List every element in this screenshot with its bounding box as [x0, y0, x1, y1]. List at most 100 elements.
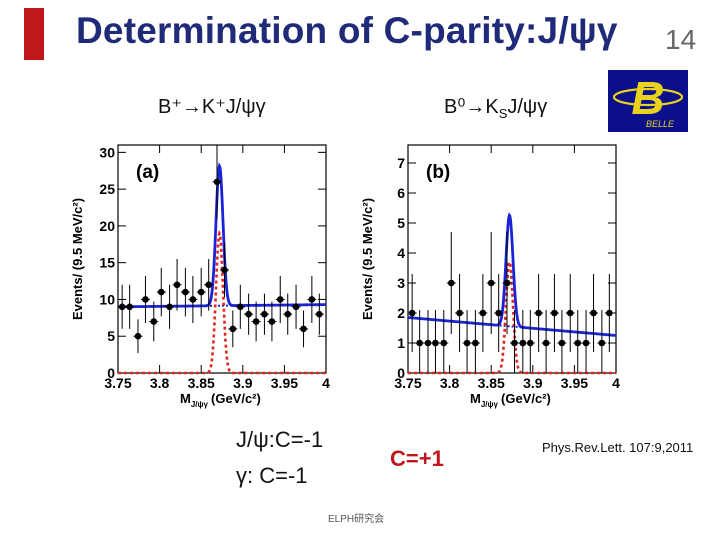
chart-b-y-tick-label: 2: [397, 305, 405, 321]
chart-b-y-axis-label: Events/ (9.5 MeV/c²): [360, 198, 375, 320]
chart-a-x-tick-label: 4: [322, 375, 330, 391]
chart-a-data-point: [261, 310, 268, 318]
chart-b-y-tick-label: 3: [397, 275, 405, 291]
chart-b-data-point: [519, 339, 527, 347]
chart-b-data-point: [487, 279, 495, 287]
chart-a-x-tick-label: 3.85: [188, 375, 215, 391]
chart-b-data-point: [574, 339, 582, 347]
note-gamma-c-parity: γ: C=-1: [236, 463, 308, 488]
chart-a-data-point: [213, 178, 221, 186]
chart-b-data-point: [558, 339, 566, 347]
chart-a-data-point: [252, 318, 260, 325]
slide-title: Determination of C-parity:J/ψγ: [76, 10, 618, 51]
note-jpsi-c-parity: J/ψ:C=-1: [236, 427, 324, 452]
chart-b-x-tick-label: 3.75: [394, 375, 421, 391]
chart-a-x-axis-label-sub: J/ψγ: [191, 400, 209, 409]
chart-b-x-axis-label-m: M: [470, 391, 481, 406]
chart-b-x-tick-label: 3.8: [440, 375, 460, 391]
chart-b-data-point: [542, 339, 550, 347]
chart-a-total-fit-line: [117, 162, 327, 309]
chart-a-data-point: [237, 303, 244, 311]
decay-label-neutral-sub: S: [498, 106, 508, 121]
chart-b-data-point: [463, 339, 471, 347]
chart-b-data-point: [408, 309, 416, 317]
chart-b-y-tick-label: 7: [397, 155, 405, 171]
chart-b-panel-label: (b): [426, 162, 450, 183]
decay-label-neutral: B⁰→KSJ/ψγ: [444, 94, 547, 121]
chart-b-data-point: [582, 339, 590, 347]
belle-logo: B BELLE: [608, 70, 688, 132]
chart-a-data-point: [197, 288, 205, 296]
chart-a-data-point: [126, 303, 133, 311]
chart-a-data-point: [142, 296, 149, 303]
chart-a-x-axis-label-m: M: [180, 391, 191, 406]
chart-a-y-tick-label: 20: [99, 218, 115, 234]
chart-b-y-tick-label: 1: [397, 335, 405, 351]
chart-a-data-point: [292, 303, 300, 311]
decay-label-neutral-main: B⁰→K: [444, 96, 499, 118]
chart-a-x-axis-label-unit: (GeV/c²): [211, 391, 261, 406]
chart-a-data-point: [276, 296, 284, 303]
chart-b-data-point: [424, 339, 432, 347]
chart-a-data-point: [316, 310, 323, 318]
chart-b-x-axis-label-unit: (GeV/c²): [501, 391, 551, 406]
chart-b-data-point: [511, 339, 518, 347]
chart-b-signal-fit-line: [408, 259, 616, 375]
chart-b-frame: [407, 144, 617, 374]
chart-b-x-axis-label: MJ/ψγ (GeV/c²): [470, 391, 551, 409]
reference-citation: Phys.Rev.Lett. 107:9,2011: [542, 440, 694, 455]
chart-a-y-tick-label: 5: [107, 328, 115, 344]
chart-a-data-point: [150, 318, 158, 325]
chart-a-data-point: [189, 296, 197, 303]
title-accent-bar: [24, 8, 44, 60]
slide-number: 14: [665, 24, 697, 55]
chart-b-data-point: [527, 339, 534, 347]
chart-a-data-point: [245, 310, 252, 318]
chart-b-data-point: [495, 309, 502, 317]
chart-a-data-point: [300, 325, 307, 333]
chart-a-data-point: [229, 325, 237, 333]
chart-a-data-point: [166, 303, 173, 311]
chart-b-data-point: [479, 309, 487, 317]
chart-a-y-tick-label: 0: [107, 365, 115, 381]
chart-b-y-tick-label: 4: [397, 245, 405, 261]
chart-a-data-point: [221, 266, 228, 274]
chart-b-x-axis-label-sub: J/ψγ: [481, 400, 499, 409]
chart-b-data-point: [551, 309, 558, 317]
svg-text:B: B: [631, 72, 664, 124]
chart-b-x-tick-label: 3.85: [478, 375, 505, 391]
chart-b-y-tick-label: 0: [397, 365, 405, 381]
chart-a-x-tick-label: 3.8: [150, 375, 170, 391]
chart-b-data-point: [456, 309, 463, 317]
chart-b-data-point: [432, 339, 439, 347]
chart-a-x-tick-label: 3.9: [233, 375, 253, 391]
chart-a-data-point: [118, 303, 126, 311]
chart-b-data-point: [590, 309, 597, 317]
chart-a-frame: [117, 144, 327, 374]
chart-a-y-axis-label: Events/ (9.5 MeV/c²): [70, 198, 85, 320]
chart-a-y-tick-label: 30: [99, 144, 115, 160]
chart-b-x-tick-label: 3.95: [561, 375, 588, 391]
chart-b-y-tick-label: 5: [397, 215, 405, 231]
chart-a-y-tick-label: 15: [99, 255, 115, 271]
chart-b-data-point: [447, 279, 455, 287]
chart-b-data-point: [503, 279, 511, 287]
chart-b-data-point: [606, 309, 613, 317]
chart-a-data-point: [268, 318, 276, 325]
chart-b-y-tick-label: 6: [397, 185, 405, 201]
chart-a-data-point: [205, 281, 212, 289]
chart-a-data-point: [182, 288, 189, 296]
chart-b-data-point: [598, 339, 606, 347]
chart-b-data-point: [440, 339, 448, 347]
chart-a-data-point: [308, 296, 316, 303]
chart-b-x-tick-label: 4: [612, 375, 620, 391]
chart-a-data-point: [157, 288, 165, 296]
chart-b-x-tick-label: 3.9: [523, 375, 543, 391]
chart-a-x-axis-label: MJ/ψγ (GeV/c²): [180, 391, 261, 409]
chart-panel-b: 3.75 3.8 3.85 3.9 3.95 4 0 1 2 3 4 5 6 7 Events/ (9.5 …: [360, 144, 620, 409]
chart-a-y-tick-label: 10: [99, 291, 115, 307]
chart-a-data-point: [134, 332, 142, 340]
decay-label-charged: B⁺→K⁺J/ψγ: [158, 96, 266, 118]
chart-a-x-tick-label: 3.95: [271, 375, 298, 391]
chart-panel-a: 3.75 3.8 3.85 3.9 3.95 4 0 5 10 15 20 25 30 Events/ (…: [70, 144, 330, 409]
